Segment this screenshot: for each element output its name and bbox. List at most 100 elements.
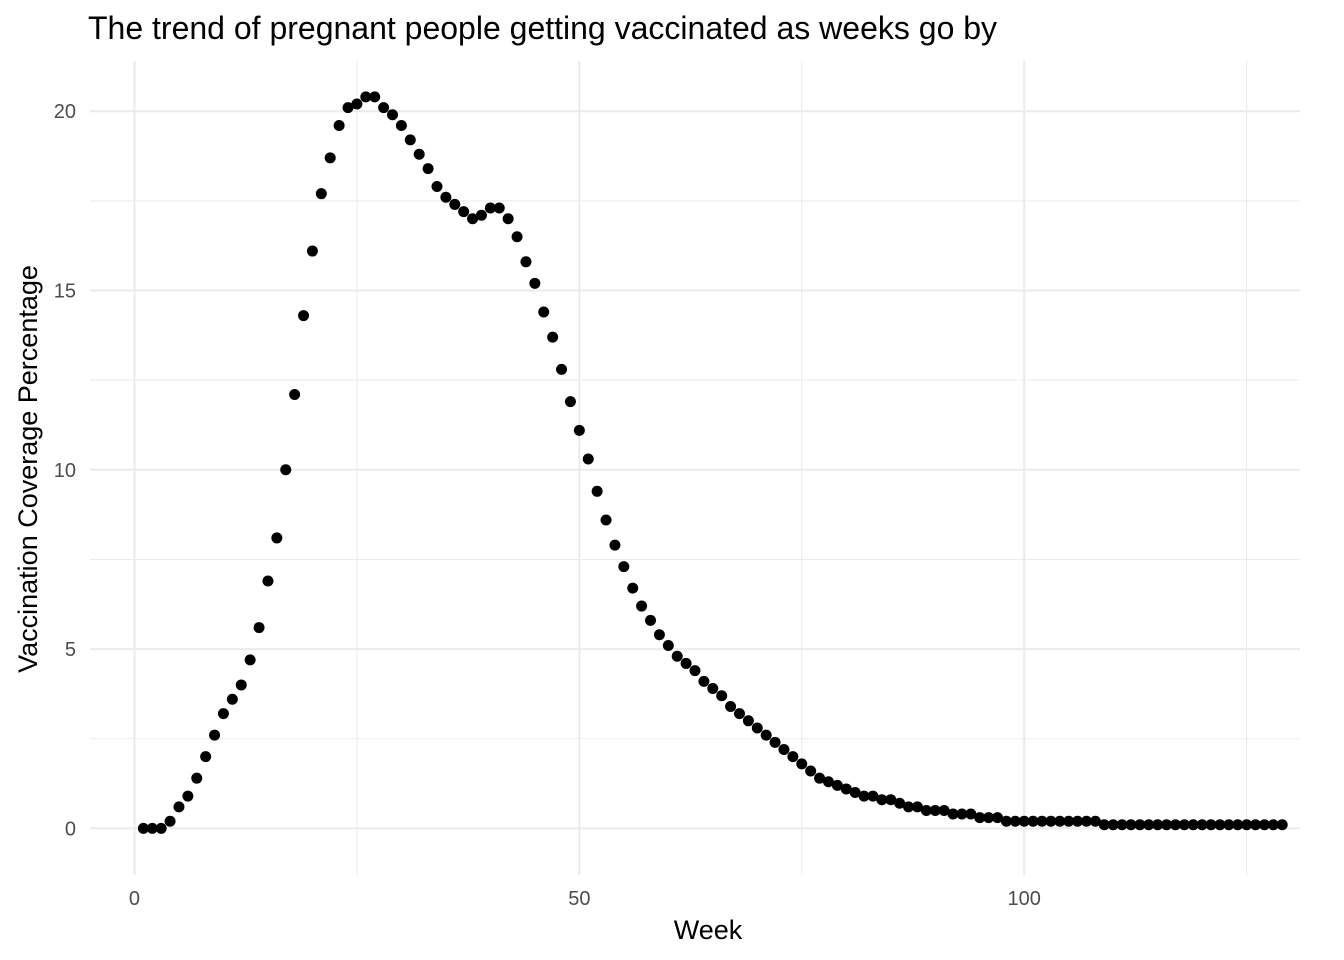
data-point bbox=[1214, 819, 1226, 831]
data-point bbox=[983, 812, 995, 824]
data-point bbox=[467, 213, 479, 225]
data-point bbox=[209, 729, 221, 741]
data-point bbox=[155, 822, 167, 834]
data-point bbox=[885, 794, 897, 806]
data-point bbox=[1258, 819, 1270, 831]
data-point bbox=[556, 363, 568, 375]
data-point bbox=[653, 629, 665, 641]
data-point bbox=[707, 683, 719, 695]
data-point bbox=[600, 514, 612, 526]
data-point bbox=[235, 679, 247, 691]
x-tick-label: 50 bbox=[568, 888, 590, 910]
data-point bbox=[627, 582, 639, 594]
x-axis-title: Week bbox=[674, 915, 743, 945]
data-point bbox=[1000, 815, 1012, 827]
data-point bbox=[244, 654, 256, 666]
data-point bbox=[867, 790, 879, 802]
data-point bbox=[1116, 819, 1128, 831]
data-point bbox=[947, 808, 959, 820]
data-point bbox=[440, 191, 452, 203]
data-point bbox=[725, 700, 737, 712]
data-point bbox=[582, 453, 594, 465]
data-point bbox=[520, 256, 532, 268]
data-point bbox=[742, 715, 754, 727]
data-point bbox=[449, 198, 461, 210]
data-point bbox=[315, 188, 327, 200]
data-point bbox=[929, 804, 941, 816]
data-point bbox=[342, 102, 354, 114]
data-point bbox=[680, 657, 692, 669]
chart-title: The trend of pregnant people getting vac… bbox=[88, 10, 997, 46]
data-point bbox=[351, 98, 363, 110]
data-point bbox=[378, 102, 390, 114]
data-point bbox=[164, 815, 176, 827]
y-axis-ticks: 0 5 10 15 20 bbox=[54, 101, 76, 840]
data-point bbox=[698, 675, 710, 687]
data-point bbox=[822, 776, 834, 788]
data-point bbox=[769, 736, 781, 748]
data-point bbox=[547, 331, 559, 343]
data-point bbox=[298, 310, 310, 322]
data-point bbox=[146, 822, 158, 834]
data-point bbox=[484, 202, 496, 214]
data-point bbox=[1045, 815, 1057, 827]
data-point bbox=[733, 708, 745, 720]
data-point bbox=[1080, 815, 1092, 827]
x-axis-ticks: 0 50 100 bbox=[129, 888, 1041, 910]
data-point bbox=[271, 532, 283, 544]
data-point bbox=[458, 206, 470, 218]
data-point bbox=[992, 812, 1003, 824]
data-point bbox=[1241, 819, 1253, 831]
x-tick-label: 0 bbox=[129, 888, 140, 910]
data-point bbox=[1009, 815, 1021, 827]
data-point bbox=[645, 614, 657, 626]
data-point bbox=[849, 787, 861, 799]
data-point bbox=[778, 743, 790, 755]
data-point bbox=[858, 790, 870, 802]
data-point bbox=[814, 772, 826, 784]
data-point bbox=[395, 120, 407, 132]
data-point bbox=[974, 812, 986, 824]
data-point bbox=[662, 640, 674, 652]
data-point bbox=[831, 779, 843, 791]
data-point bbox=[1169, 819, 1181, 831]
data-point bbox=[1232, 819, 1244, 831]
grid-lines bbox=[90, 61, 1300, 875]
data-point bbox=[876, 794, 888, 806]
data-point bbox=[591, 485, 603, 497]
data-point bbox=[1089, 815, 1101, 827]
data-point bbox=[431, 181, 443, 193]
data-point bbox=[529, 277, 541, 289]
data-point bbox=[538, 306, 550, 318]
data-point bbox=[1205, 819, 1217, 831]
data-point bbox=[911, 801, 923, 813]
data-point bbox=[956, 808, 968, 820]
data-points bbox=[137, 91, 1288, 834]
data-point bbox=[217, 708, 229, 720]
data-point bbox=[422, 163, 434, 175]
y-tick-label: 0 bbox=[65, 818, 76, 840]
data-point bbox=[965, 808, 977, 820]
data-point bbox=[1125, 819, 1137, 831]
data-point bbox=[564, 396, 576, 408]
data-point bbox=[805, 765, 817, 777]
data-point bbox=[333, 120, 345, 132]
data-point bbox=[1152, 819, 1164, 831]
data-point bbox=[840, 783, 852, 795]
data-point bbox=[137, 822, 149, 834]
data-point bbox=[689, 665, 701, 677]
data-point bbox=[760, 729, 772, 741]
data-point bbox=[360, 91, 372, 103]
data-point bbox=[324, 152, 336, 164]
data-point bbox=[609, 539, 621, 551]
data-point bbox=[226, 693, 238, 705]
data-point bbox=[253, 622, 265, 634]
data-point bbox=[1161, 819, 1173, 831]
data-point bbox=[751, 722, 763, 734]
y-tick-label: 10 bbox=[54, 460, 76, 482]
data-point bbox=[1267, 819, 1279, 831]
data-point bbox=[280, 464, 292, 476]
data-point bbox=[306, 245, 318, 257]
data-point bbox=[938, 804, 950, 816]
